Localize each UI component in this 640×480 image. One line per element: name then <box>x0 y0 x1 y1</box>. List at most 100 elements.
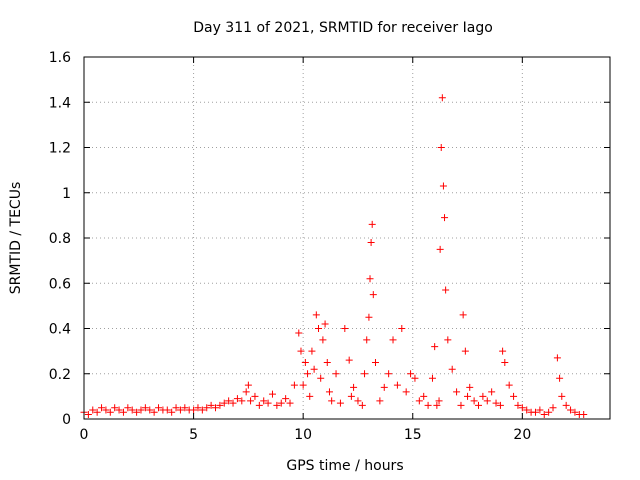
grid-lines <box>84 57 610 419</box>
x-tick-label: 10 <box>294 427 312 443</box>
data-point <box>312 311 320 319</box>
data-point <box>556 374 564 382</box>
data-point <box>290 381 298 389</box>
data-point <box>315 325 323 332</box>
y-tick-label: 0.2 <box>49 367 71 383</box>
data-point <box>260 397 268 405</box>
data-point <box>84 410 92 418</box>
data-point <box>483 397 491 405</box>
data-point <box>194 404 202 412</box>
data-point <box>207 401 215 409</box>
data-point <box>398 325 406 332</box>
data-point <box>128 406 136 414</box>
data-point <box>354 397 362 405</box>
x-tick-label: 5 <box>189 427 198 443</box>
chart-title: Day 311 of 2021, SRMTID for receiver Iag… <box>193 20 493 36</box>
plot-frame <box>83 56 611 420</box>
data-point <box>389 336 397 344</box>
data-point <box>229 399 237 407</box>
data-point <box>190 406 198 414</box>
data-point <box>255 401 263 409</box>
data-point <box>580 410 588 418</box>
data-point <box>488 388 496 396</box>
data-point <box>124 404 132 412</box>
data-point <box>567 406 575 414</box>
data-point <box>216 401 224 409</box>
data-point <box>441 214 449 222</box>
data-point <box>233 395 241 403</box>
data-point <box>238 397 246 405</box>
y-axis-label: SRMTID / TECUs <box>8 182 24 295</box>
data-point <box>385 370 393 378</box>
data-points <box>80 94 588 418</box>
data-point <box>247 397 255 405</box>
data-point <box>470 397 478 405</box>
data-point <box>402 388 410 396</box>
data-point <box>366 275 374 283</box>
data-point <box>220 399 228 407</box>
data-point <box>181 404 189 412</box>
data-point <box>93 408 101 416</box>
data-point <box>141 404 149 412</box>
data-point <box>492 399 500 407</box>
data-point <box>244 381 252 389</box>
data-point <box>466 383 474 391</box>
data-point <box>514 401 522 409</box>
data-point <box>435 397 443 405</box>
data-point <box>459 311 467 319</box>
data-point <box>350 383 358 391</box>
x-tick-labels: 0 5 10 15 20 <box>80 427 532 443</box>
data-point <box>439 182 447 190</box>
data-point <box>301 358 309 366</box>
data-point <box>365 313 373 321</box>
data-point <box>119 408 127 416</box>
data-point <box>268 390 276 398</box>
data-point <box>393 381 401 389</box>
data-point <box>457 401 465 409</box>
data-point <box>146 406 154 414</box>
data-point <box>367 239 375 247</box>
y-tick-label: 1 <box>62 186 71 202</box>
data-point <box>319 336 327 344</box>
data-point <box>328 397 336 405</box>
y-tick-label: 1.6 <box>49 50 71 66</box>
data-point <box>168 408 176 416</box>
data-point <box>111 404 119 412</box>
x-tick-label: 20 <box>513 427 531 443</box>
data-point <box>155 404 163 412</box>
data-point <box>176 406 184 414</box>
data-point <box>407 370 415 378</box>
data-point <box>295 329 303 337</box>
data-point <box>448 365 456 373</box>
data-point <box>251 392 259 400</box>
data-point <box>133 408 141 416</box>
data-point <box>428 374 436 382</box>
data-point <box>369 291 377 299</box>
data-point <box>150 408 158 416</box>
data-point <box>273 401 281 409</box>
data-point <box>363 336 371 344</box>
data-point <box>436 245 444 253</box>
data-point <box>536 406 544 414</box>
data-point <box>310 365 318 373</box>
data-point <box>380 383 388 391</box>
data-point <box>264 399 272 407</box>
data-point <box>444 336 452 344</box>
data-point <box>562 401 570 409</box>
data-point <box>277 399 285 407</box>
data-point <box>371 358 379 366</box>
data-point <box>540 410 548 418</box>
data-point <box>304 370 312 378</box>
data-point <box>106 408 114 416</box>
data-point <box>415 397 423 405</box>
data-point <box>163 406 171 414</box>
data-point <box>420 392 428 400</box>
data-point <box>299 381 307 389</box>
data-point <box>571 408 579 416</box>
y-tick-label: 0.8 <box>49 231 71 247</box>
data-point <box>137 406 145 414</box>
data-point <box>198 406 206 414</box>
